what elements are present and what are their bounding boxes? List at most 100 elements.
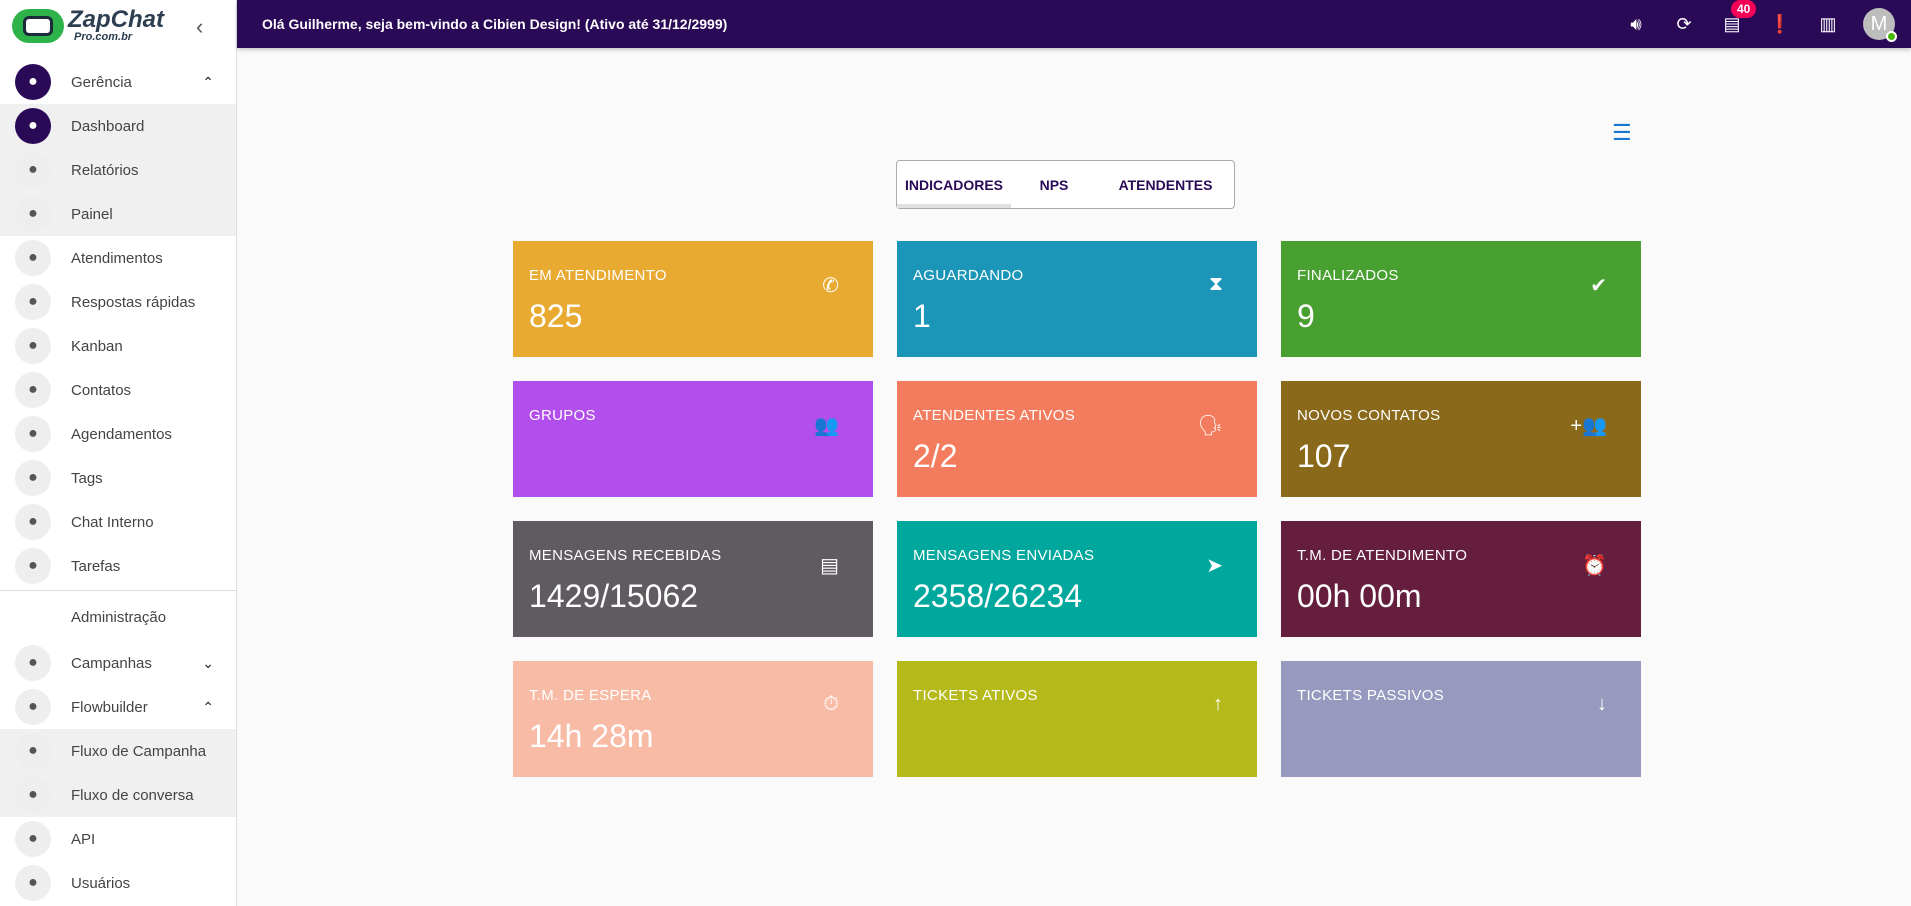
calendar-check-icon: ●	[15, 548, 51, 584]
sidebar-item-campanhas[interactable]: ● Campanhas ⌄	[0, 641, 236, 685]
sidebar: ZapChat Pro.com.br ‹ ● Gerência ⌃ ● Dashboard…	[0, 0, 237, 906]
check-circle-icon: ✔	[1590, 275, 1607, 297]
arrow-down-icon: ↓	[1597, 693, 1607, 715]
sidebar-item-label: Fluxo de conversa	[71, 786, 194, 804]
sidebar-item-tags[interactable]: ● Tags	[0, 456, 236, 500]
card-value: 00h 00m	[1297, 578, 1422, 614]
sidebar-item-fluxo-de-campanha[interactable]: ● Fluxo de Campanha	[0, 729, 236, 773]
card-title: T.M. DE ESPERA	[529, 687, 652, 704]
tab-nps[interactable]: NPS	[1039, 176, 1069, 193]
indicator-cards: EM ATENDIMENTO 825 ✆ AGUARDANDO 1 ⧗ FINALIZADO…	[513, 241, 1641, 777]
send-icon: ➤	[1206, 555, 1223, 577]
calendar-check-icon: ●	[15, 645, 51, 681]
card-title: EM ATENDIMENTO	[529, 267, 667, 284]
card-atendentes-ativos: ATENDENTES ATIVOS 2/2 🗣	[897, 381, 1257, 497]
sidebar-item-flowbuilder[interactable]: ● Flowbuilder ⌃	[0, 685, 236, 729]
webhook-icon: ●	[15, 689, 51, 725]
card-title: TICKETS PASSIVOS	[1297, 687, 1445, 704]
card-value: 2358/26234	[913, 578, 1083, 614]
card-value: 107	[1297, 438, 1351, 474]
arrow-up-icon: ↑	[1213, 693, 1223, 715]
filter-icon[interactable]: ☰	[1612, 120, 1632, 145]
card-t-m-de-espera: T.M. DE ESPERA 14h 28m ⏱	[513, 661, 873, 777]
volume-icon[interactable]: 🔊︎	[1630, 13, 1642, 34]
record-voice-icon: 🗣	[1197, 415, 1223, 437]
avatar-initial: M	[1870, 12, 1888, 35]
sidebar-item-label: Dashboard	[71, 117, 145, 135]
chevron-icon[interactable]: ⌃	[202, 698, 214, 715]
sidebar-item-fluxo-de-conversa[interactable]: ● Fluxo de conversa	[0, 773, 236, 817]
sidebar-item-label: Fluxo de Campanha	[71, 742, 207, 760]
logo-name: ZapChat	[68, 6, 164, 33]
avatar[interactable]: M	[1863, 8, 1897, 42]
card-value: 1	[913, 298, 931, 334]
chevron-icon[interactable]: ⌃	[202, 73, 214, 90]
tab-indicadores[interactable]: INDICADORES	[897, 161, 1011, 208]
card-value: 825	[529, 298, 583, 334]
card-value: 14h 28m	[529, 718, 654, 754]
grid-dashboard-icon: ●	[15, 108, 51, 144]
dashboard-icon: ●	[15, 64, 51, 100]
sidebar-item-relat-rios[interactable]: ● Relatórios	[0, 148, 236, 192]
sidebar-item-label: Chat Interno	[71, 513, 154, 531]
hourglass-icon: ⧗	[1208, 273, 1223, 295]
logo-chat-icon	[12, 8, 64, 43]
sidebar-nav: ● Gerência ⌃ ● Dashboard ● Relatórios ● Painel ● A…	[0, 60, 236, 905]
group-add-icon: +👥	[1570, 415, 1607, 437]
sidebar-item-api[interactable]: ● API	[0, 817, 236, 861]
sidebar-item-atendimentos[interactable]: ● Atendimentos	[0, 236, 236, 280]
welcome-message: Olá Guilherme, seja bem-vindo a Cibien D…	[262, 16, 728, 32]
divider	[0, 590, 236, 591]
card-title: TICKETS ATIVOS	[913, 687, 1038, 704]
sidebar-item-ger-ncia[interactable]: ● Gerência ⌃	[0, 60, 236, 104]
card-aguardando: AGUARDANDO 1 ⧗	[897, 241, 1257, 357]
card-title: FINALIZADOS	[1297, 267, 1399, 284]
timer-icon: ⏱	[823, 693, 839, 715]
sidebar-item-contatos[interactable]: ● Contatos	[0, 368, 236, 412]
sidebar-item-chat-interno[interactable]: ● Chat Interno	[0, 500, 236, 544]
tag-icon: ●	[15, 460, 51, 496]
sidebar-item-tarefas[interactable]: ● Tarefas	[0, 544, 236, 588]
card-value: 1429/15062	[529, 578, 699, 614]
sidebar-item-respostas-r-pidas[interactable]: ● Respostas rápidas	[0, 280, 236, 324]
card-title: T.M. DE ATENDIMENTO	[1297, 547, 1468, 564]
card-finalizados: FINALIZADOS 9 ✔	[1281, 241, 1641, 357]
alarm-icon: ⏰	[1582, 555, 1607, 577]
sidebar-item-label: Respostas rápidas	[71, 293, 196, 311]
sidebar-item-label: Relatórios	[71, 161, 139, 179]
sidebar-item-kanban[interactable]: ● Kanban	[0, 324, 236, 368]
dashboard-tabs: INDICADORES NPS ATENDENTES	[896, 160, 1235, 209]
forum-icon[interactable]: ▥	[1819, 13, 1837, 34]
sidebar-item-label: Painel	[71, 205, 113, 223]
message-icon: ▤	[820, 555, 839, 577]
users-icon: ●	[15, 865, 51, 901]
section-administracao: Administração	[71, 608, 167, 626]
card-title: MENSAGENS RECEBIDAS	[529, 547, 722, 564]
card-novos-contatos: NOVOS CONTATOS 107 +👥	[1281, 381, 1641, 497]
sidebar-item-label: Kanban	[71, 337, 123, 355]
flow-icon: ●	[15, 777, 51, 813]
calendar-check-icon: ●	[15, 733, 51, 769]
refresh-icon[interactable]: ⟳	[1676, 13, 1692, 34]
contacts-icon: ●	[15, 372, 51, 408]
card-t-m-de-atendimento: T.M. DE ATENDIMENTO 00h 00m ⏰	[1281, 521, 1641, 637]
sidebar-item-painel[interactable]: ● Painel	[0, 192, 236, 236]
clock-icon: ●	[15, 416, 51, 452]
sidebar-item-usu-rios[interactable]: ● Usuários	[0, 861, 236, 905]
notifications-icon[interactable]: ▤ 40	[1719, 0, 1757, 35]
tab-atendentes[interactable]: ATENDENTES	[1118, 176, 1213, 193]
announcement-icon[interactable]: ❗	[1768, 13, 1792, 34]
chevron-icon[interactable]: ⌄	[202, 654, 214, 671]
sidebar-item-dashboard[interactable]: ● Dashboard	[0, 104, 236, 148]
sidebar-item-agendamentos[interactable]: ● Agendamentos	[0, 412, 236, 456]
sidebar-item-label: Tarefas	[71, 557, 121, 575]
card-title: NOVOS CONTATOS	[1297, 407, 1441, 424]
card-tickets-passivos: TICKETS PASSIVOS ↓	[1281, 661, 1641, 777]
card-value: 2/2	[913, 438, 958, 474]
table-icon: ●	[15, 196, 51, 232]
sidebar-item-label: API	[71, 830, 96, 848]
card-title: GRUPOS	[529, 407, 596, 424]
kanban-icon: ●	[15, 328, 51, 364]
logo: ZapChat Pro.com.br	[12, 8, 164, 43]
collapse-sidebar-button[interactable]: ‹	[196, 14, 204, 39]
